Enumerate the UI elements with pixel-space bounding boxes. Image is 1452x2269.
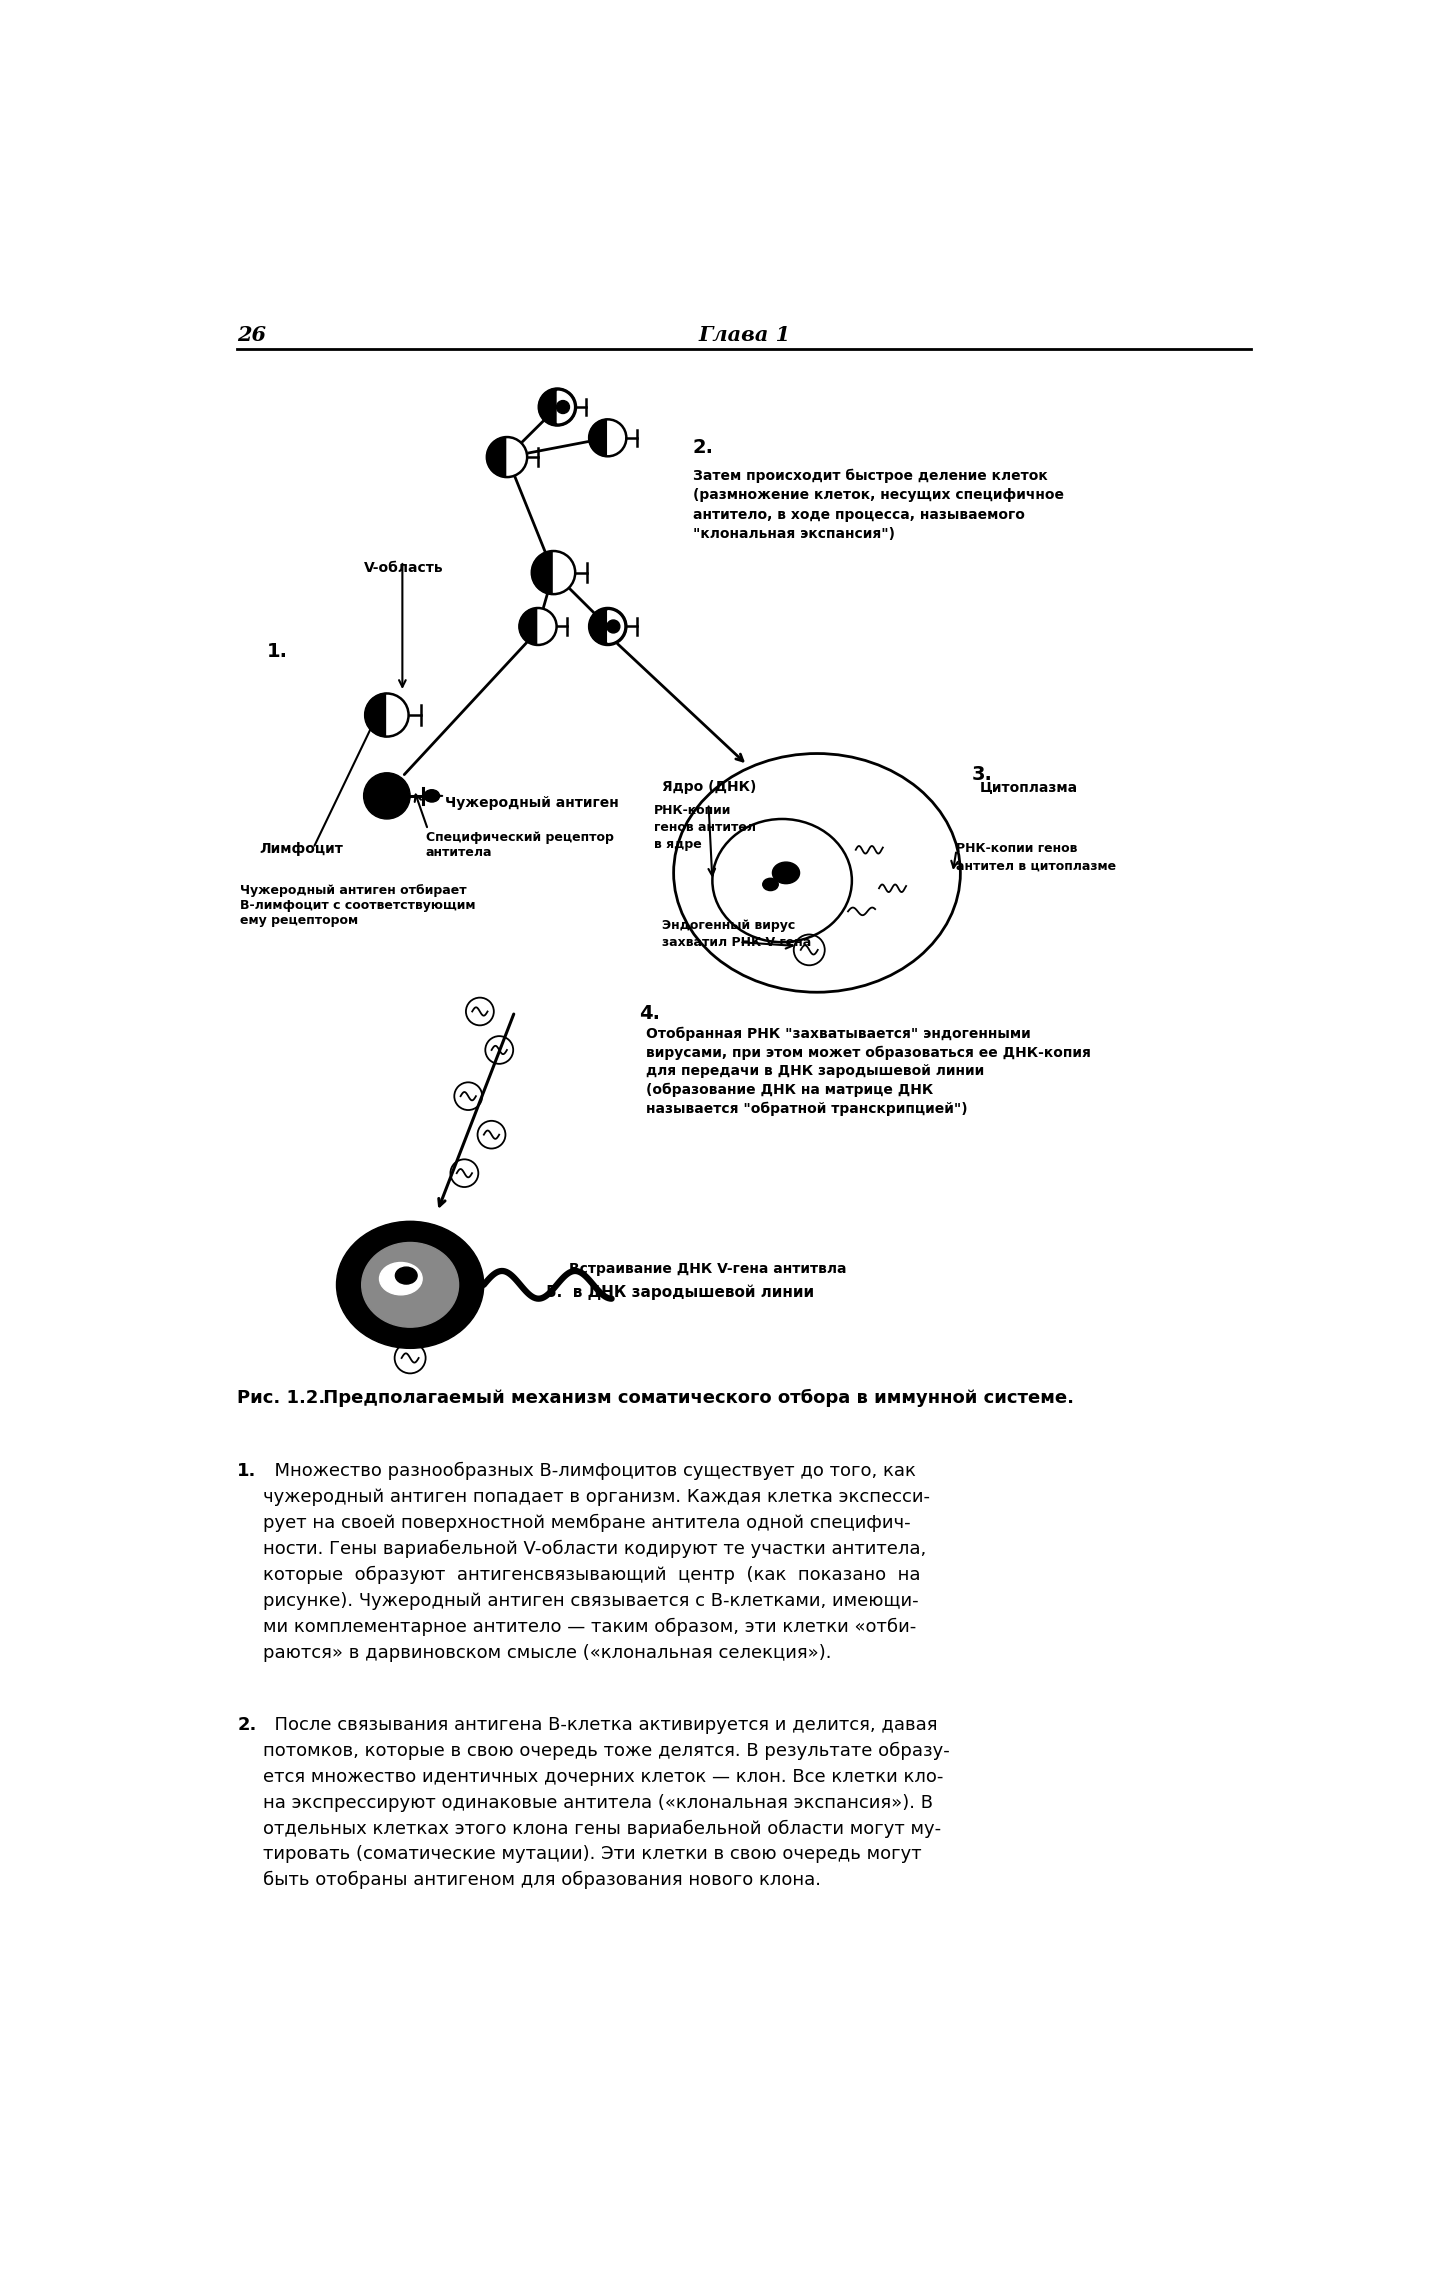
Circle shape xyxy=(607,619,620,633)
Polygon shape xyxy=(608,610,623,642)
Ellipse shape xyxy=(337,1221,484,1348)
Text: Эндогенный вирус
захватил РНК V-гена: Эндогенный вирус захватил РНК V-гена xyxy=(662,919,812,948)
Text: 1.: 1. xyxy=(267,642,287,660)
Polygon shape xyxy=(531,551,553,594)
Text: Предполагаемый механизм соматического отбора в иммунной системе.: Предполагаемый механизм соматического от… xyxy=(317,1389,1074,1407)
Text: Лимфоцит: Лимфоцит xyxy=(258,842,343,855)
Ellipse shape xyxy=(772,862,800,883)
Text: Цитоплазма: Цитоплазма xyxy=(980,781,1077,794)
Polygon shape xyxy=(366,694,386,737)
Circle shape xyxy=(556,402,569,413)
Polygon shape xyxy=(553,551,575,594)
Ellipse shape xyxy=(362,1243,459,1327)
Polygon shape xyxy=(386,694,408,737)
Text: 2.: 2. xyxy=(237,1715,257,1734)
Circle shape xyxy=(539,388,576,427)
Text: РНК-копии
генов антител
в ядре: РНК-копии генов антител в ядре xyxy=(655,803,756,851)
Circle shape xyxy=(363,774,409,819)
Text: Встраивание ДНК V-гена антитвла: Встраивание ДНК V-гена антитвла xyxy=(569,1262,847,1275)
Text: Ядро (ДНК): Ядро (ДНК) xyxy=(662,781,756,794)
Polygon shape xyxy=(608,420,626,456)
Ellipse shape xyxy=(379,1262,423,1296)
Text: 2.: 2. xyxy=(693,438,714,456)
Text: Рис. 1.2.: Рис. 1.2. xyxy=(237,1389,325,1407)
Ellipse shape xyxy=(762,878,778,892)
Polygon shape xyxy=(590,420,608,456)
Text: После связывания антигена В-клетка активируется и делится, давая
потомков, котор: После связывания антигена В-клетка актив… xyxy=(263,1715,950,1890)
Ellipse shape xyxy=(395,1266,417,1284)
Circle shape xyxy=(590,608,626,644)
Text: Специфический рецептор
антитела: Специфический рецептор антитела xyxy=(425,830,614,858)
Polygon shape xyxy=(539,608,556,644)
Text: 1.: 1. xyxy=(237,1461,257,1479)
Text: Отобранная РНК "захватывается" эндогенными
вирусами, при этом может образоваться: Отобранная РНК "захватывается" эндогенны… xyxy=(646,1028,1092,1116)
Text: 4.: 4. xyxy=(639,1003,659,1023)
Text: 26: 26 xyxy=(237,324,266,345)
Text: Глава 1: Глава 1 xyxy=(698,324,790,345)
Text: Множество разнообразных В-лимфоцитов существует до того, как
чужеродный антиген : Множество разнообразных В-лимфоцитов сущ… xyxy=(263,1461,929,1661)
Ellipse shape xyxy=(424,790,440,801)
Text: 3.: 3. xyxy=(971,765,993,785)
Text: 5.  в ДНК зародышевой линии: 5. в ДНК зародышевой линии xyxy=(546,1284,815,1300)
Text: V-область: V-область xyxy=(363,560,443,574)
Polygon shape xyxy=(558,390,574,422)
Polygon shape xyxy=(520,608,539,644)
Text: РНК-копии генов
антител в цитоплазме: РНК-копии генов антител в цитоплазме xyxy=(957,842,1117,871)
Text: Затем происходит быстрое деление клеток
(размножение клеток, несущих специфичное: Затем происходит быстрое деление клеток … xyxy=(693,470,1064,542)
Text: Чужеродный антиген отбирает
В-лимфоцит с соответствующим
ему рецептором: Чужеродный антиген отбирает В-лимфоцит с… xyxy=(240,885,475,928)
Text: Чужеродный антиген: Чужеродный антиген xyxy=(444,796,619,810)
Polygon shape xyxy=(486,438,507,476)
Polygon shape xyxy=(507,438,527,476)
